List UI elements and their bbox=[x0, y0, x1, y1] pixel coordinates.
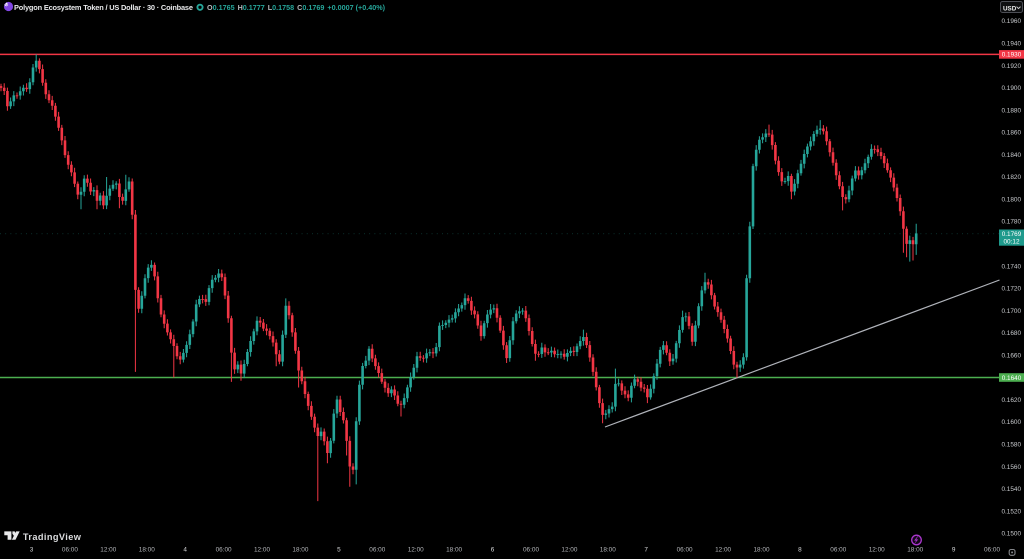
svg-text:0.1900: 0.1900 bbox=[1001, 85, 1021, 92]
svg-text:0.1500: 0.1500 bbox=[1001, 531, 1021, 538]
svg-text:0.1930: 0.1930 bbox=[1002, 52, 1022, 59]
svg-text:0.1780: 0.1780 bbox=[1001, 219, 1021, 226]
svg-text:0.1880: 0.1880 bbox=[1001, 107, 1021, 114]
svg-text:0.1620: 0.1620 bbox=[1001, 397, 1021, 404]
svg-text:12:00: 12:00 bbox=[254, 547, 270, 554]
svg-text:0.1680: 0.1680 bbox=[1001, 330, 1021, 337]
svg-text:6: 6 bbox=[491, 547, 495, 554]
svg-text:12:00: 12:00 bbox=[561, 547, 577, 554]
svg-text:0.1800: 0.1800 bbox=[1001, 196, 1021, 203]
svg-text:06:00: 06:00 bbox=[216, 547, 232, 554]
svg-text:12:00: 12:00 bbox=[100, 547, 116, 554]
svg-text:12:00: 12:00 bbox=[869, 547, 885, 554]
svg-text:5: 5 bbox=[337, 547, 341, 554]
svg-text:0.1820: 0.1820 bbox=[1001, 174, 1021, 181]
svg-text:0.1940: 0.1940 bbox=[1001, 41, 1021, 48]
svg-text:0.1720: 0.1720 bbox=[1001, 286, 1021, 293]
svg-text:18:00: 18:00 bbox=[446, 547, 462, 554]
svg-text:12:00: 12:00 bbox=[408, 547, 424, 554]
svg-text:0.1769: 0.1769 bbox=[1002, 231, 1022, 238]
svg-text:3: 3 bbox=[30, 547, 34, 554]
svg-text:9: 9 bbox=[952, 547, 956, 554]
svg-text:06:00: 06:00 bbox=[369, 547, 385, 554]
svg-text:18:00: 18:00 bbox=[600, 547, 616, 554]
svg-text:0.1920: 0.1920 bbox=[1001, 63, 1021, 70]
svg-text:0.1580: 0.1580 bbox=[1001, 442, 1021, 449]
svg-text:0.1600: 0.1600 bbox=[1001, 419, 1021, 426]
svg-text:7: 7 bbox=[644, 547, 648, 554]
svg-text:00:12: 00:12 bbox=[1004, 238, 1020, 245]
svg-text:06:00: 06:00 bbox=[523, 547, 539, 554]
svg-text:12:00: 12:00 bbox=[715, 547, 731, 554]
svg-text:0.1560: 0.1560 bbox=[1001, 464, 1021, 471]
svg-text:Polygon Ecosystem Token / US D: Polygon Ecosystem Token / US Dollar · 30… bbox=[14, 3, 193, 12]
svg-text:18:00: 18:00 bbox=[754, 547, 770, 554]
svg-text:TradingView: TradingView bbox=[23, 532, 82, 542]
svg-text:0.1660: 0.1660 bbox=[1001, 352, 1021, 359]
svg-text:06:00: 06:00 bbox=[677, 547, 693, 554]
svg-text:18:00: 18:00 bbox=[292, 547, 308, 554]
svg-text:USD: USD bbox=[1003, 5, 1017, 12]
svg-text:06:00: 06:00 bbox=[62, 547, 78, 554]
svg-text:0.1640: 0.1640 bbox=[1002, 375, 1022, 382]
svg-text:0.1840: 0.1840 bbox=[1001, 152, 1021, 159]
svg-text:0.1700: 0.1700 bbox=[1001, 308, 1021, 315]
svg-text:18:00: 18:00 bbox=[907, 547, 923, 554]
svg-text:06:00: 06:00 bbox=[984, 547, 1000, 554]
svg-text:0.1520: 0.1520 bbox=[1001, 508, 1021, 515]
svg-text:4: 4 bbox=[183, 547, 187, 554]
svg-text:0.1860: 0.1860 bbox=[1001, 130, 1021, 137]
svg-text:0.1540: 0.1540 bbox=[1001, 486, 1021, 493]
svg-text:8: 8 bbox=[798, 547, 802, 554]
svg-text:0.1740: 0.1740 bbox=[1001, 263, 1021, 270]
svg-text:06:00: 06:00 bbox=[830, 547, 846, 554]
svg-text:0.1960: 0.1960 bbox=[1001, 18, 1021, 25]
svg-text:18:00: 18:00 bbox=[139, 547, 155, 554]
